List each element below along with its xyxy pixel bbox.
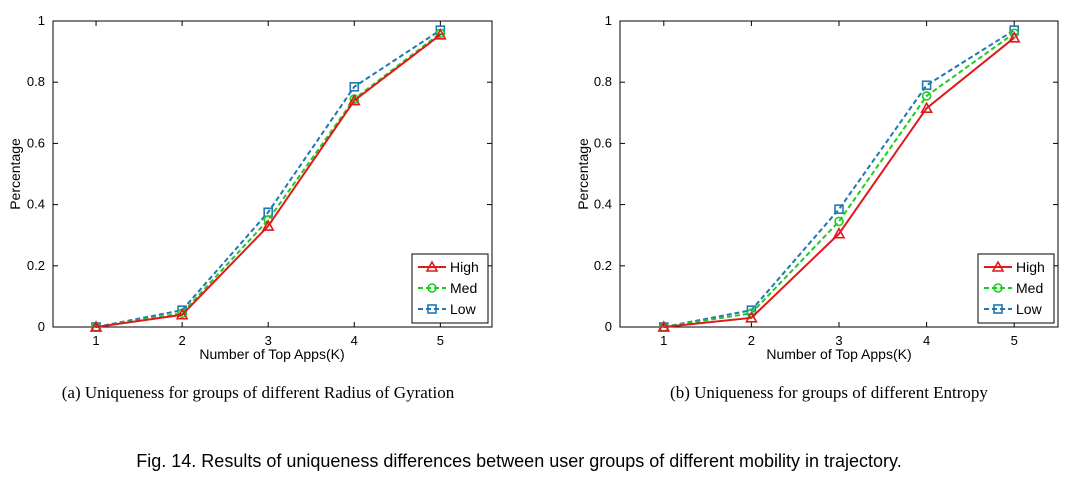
legend-marker-med	[993, 283, 1003, 293]
y-tick-label: 0.4	[594, 197, 612, 212]
y-tick-label: 0.4	[27, 197, 45, 212]
legend-marker-high	[425, 260, 439, 272]
x-tick-label: 3	[265, 333, 272, 348]
data-point-high	[175, 308, 189, 320]
x-tick-label: 5	[437, 333, 444, 348]
series-line-med	[95, 32, 441, 328]
data-point-med	[921, 91, 932, 101]
x-axis-label: Number of Top Apps(K)	[766, 346, 911, 362]
legend-box	[411, 253, 489, 324]
plot-marks: 0 0.2 0.4 0.6 0.8 1 1 2 3 4 5	[594, 13, 1059, 348]
plot-marks: 0 0.2 0.4 0.6 0.8 1 1 2 3 4 5	[27, 13, 493, 348]
y-tick-label: 0	[605, 319, 612, 334]
x-tick-label: 2	[179, 333, 186, 348]
x-axis-label: Number of Top Apps(K)	[199, 346, 344, 362]
data-point-high	[89, 320, 103, 332]
legend-marker-low	[993, 304, 1003, 314]
y-tick-label: 1	[605, 13, 612, 28]
series-line-med	[663, 32, 1015, 328]
series-line-low	[95, 29, 441, 328]
data-point-low	[834, 204, 844, 214]
legend-marker-high	[991, 260, 1005, 272]
x-tick-label: 4	[923, 333, 930, 348]
legend-label-low: Low	[1016, 301, 1043, 317]
y-axis-label: Percentage	[7, 138, 23, 210]
axes-frame	[52, 20, 493, 328]
series-line-low	[663, 29, 1015, 328]
legend-label-med: Med	[450, 280, 477, 296]
y-tick-label: 0.6	[594, 135, 612, 150]
y-tick-label: 0.8	[27, 74, 45, 89]
data-point-high	[920, 101, 933, 114]
y-tick-label: 0	[38, 319, 45, 334]
data-point-med	[1009, 28, 1020, 39]
figure-caption: Fig. 14. Results of uniqueness differenc…	[136, 451, 901, 471]
legend-marker-med	[427, 283, 437, 293]
y-tick-label: 0.6	[27, 135, 45, 150]
data-point-high	[657, 320, 671, 332]
y-axis-label: Percentage	[575, 138, 591, 210]
legend-marker-low	[427, 304, 437, 314]
legend-label-med: Med	[1016, 280, 1043, 296]
plot-entropy: 0 0.2 0.4 0.6 0.8 1 1 2 3 4 5 High Med Low Number of…	[575, 13, 1059, 402]
legend: High Med Low	[977, 253, 1055, 324]
data-point-low	[349, 81, 360, 92]
x-tick-label: 2	[748, 333, 755, 348]
y-tick-label: 0.2	[594, 258, 612, 273]
x-tick-label: 4	[351, 333, 358, 348]
subcaption-a: (a) Uniqueness for groups of different R…	[62, 383, 455, 402]
legend-box	[977, 253, 1055, 324]
x-tick-label: 1	[660, 333, 667, 348]
data-point-high	[832, 227, 846, 239]
data-point-high	[347, 93, 361, 106]
series-line-high	[663, 37, 1015, 328]
legend-label-high: High	[450, 259, 479, 275]
data-point-high	[745, 311, 758, 323]
subcaption-b: (b) Uniqueness for groups of different E…	[670, 383, 988, 402]
data-point-high	[1007, 31, 1021, 43]
y-tick-label: 0.2	[27, 258, 45, 273]
data-point-high	[433, 28, 447, 40]
legend-label-low: Low	[450, 301, 477, 317]
y-tick-label: 0.8	[594, 74, 612, 89]
x-tick-label: 3	[835, 333, 842, 348]
legend: High Med Low	[411, 253, 489, 324]
x-tick-label: 5	[1011, 333, 1018, 348]
legend-label-high: High	[1016, 259, 1045, 275]
y-tick-label: 1	[38, 13, 45, 28]
plot-radius-of-gyration: 0 0.2 0.4 0.6 0.8 1 1 2 3 4 5 High Med Low Number of…	[7, 13, 493, 402]
data-point-low	[435, 25, 446, 35]
x-tick-label: 1	[92, 333, 99, 348]
data-point-high	[261, 219, 275, 231]
series-line-high	[95, 33, 441, 328]
data-point-low	[921, 80, 932, 91]
data-point-med	[834, 216, 844, 227]
